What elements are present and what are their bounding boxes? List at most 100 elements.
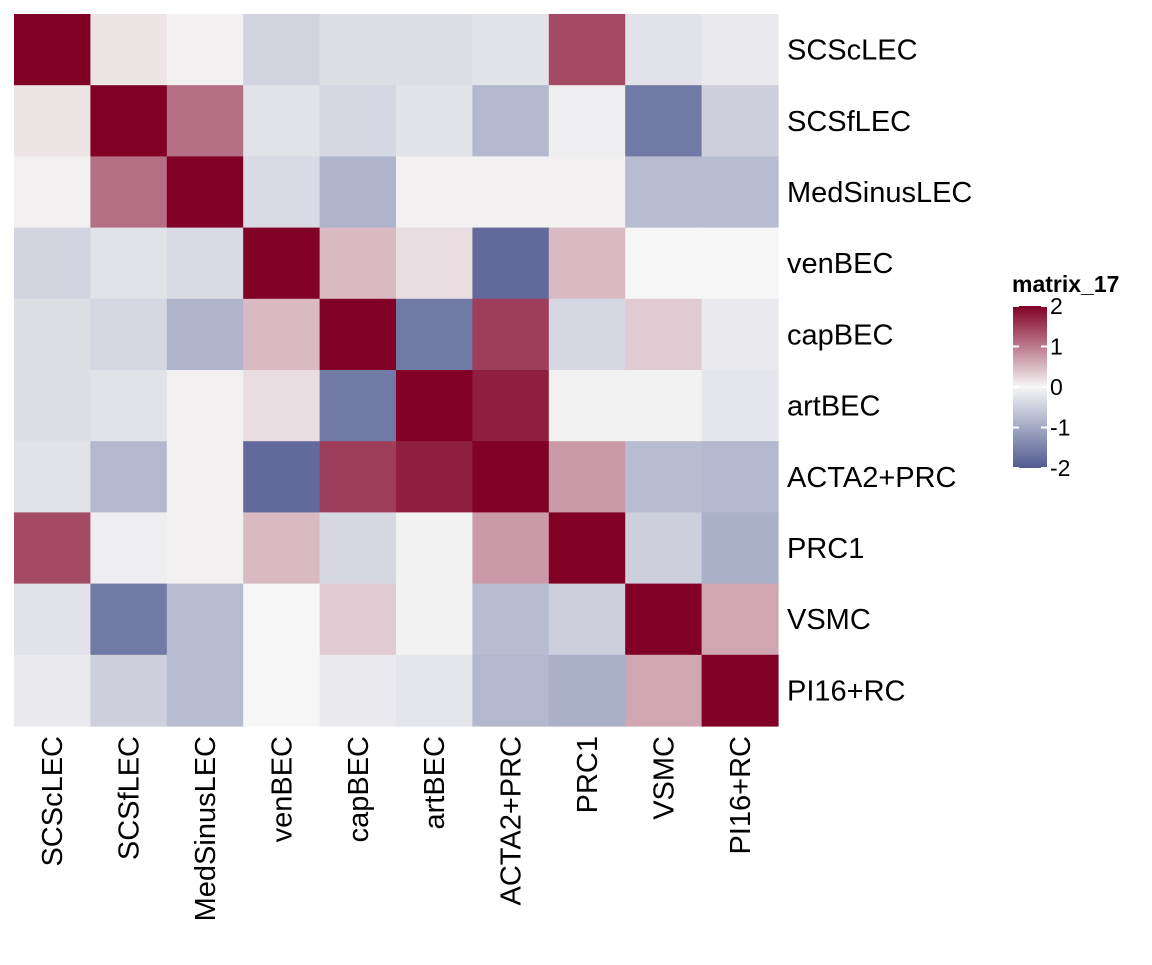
- heatmap-cell-capbec-medsinuslec: [166, 298, 244, 371]
- heatmap-cell-acta2-prc-capbec: [319, 441, 397, 513]
- legend-tick-label: -2: [1050, 455, 1070, 481]
- column-label-capbec: capBEC: [343, 736, 375, 842]
- heatmap-cell-venbec-acta2-prc: [472, 227, 550, 300]
- row-label-acta2-prc: ACTA2+PRC: [787, 462, 956, 494]
- heatmap-cell-venbec-artbec: [396, 227, 473, 300]
- row-label-prc1: PRC1: [787, 533, 864, 565]
- heatmap-cell-scsflec-scsclec: [14, 85, 91, 157]
- heatmap-cell-scsflec-vsmc: [625, 85, 703, 157]
- column-label-prc1: PRC1: [572, 736, 604, 813]
- heatmap-cell-prc1-vsmc: [625, 512, 703, 585]
- heatmap-cell-scsflec-medsinuslec: [166, 85, 244, 157]
- heatmap-cell-venbec-pi16-rc: [701, 227, 779, 300]
- heatmap-cell-prc1-scsflec: [90, 512, 168, 585]
- heatmap-cell-vsmc-vsmc: [625, 583, 703, 656]
- heatmap-cell-vsmc-artbec: [396, 583, 473, 656]
- heatmap-cell-pi16-rc-pi16-rc: [701, 654, 779, 727]
- heatmap-cell-medsinuslec-prc1: [548, 156, 626, 229]
- heatmap-cell-capbec-venbec: [243, 298, 321, 371]
- heatmap-cell-scsclec-vsmc: [625, 14, 703, 86]
- heatmap-cell-venbec-prc1: [548, 227, 626, 300]
- legend-tick-label: 2: [1050, 293, 1063, 319]
- heatmap-cell-capbec-artbec: [396, 298, 473, 371]
- heatmap-cell-acta2-prc-artbec: [396, 441, 473, 513]
- heatmap-cell-prc1-medsinuslec: [166, 512, 244, 585]
- column-label-pi16-rc: PI16+RC: [725, 736, 757, 854]
- row-label-capbec: capBEC: [787, 319, 893, 351]
- heatmap-cell-vsmc-acta2-prc: [472, 583, 550, 656]
- row-label-pi16-rc: PI16+RC: [787, 675, 905, 707]
- heatmap-cell-scsflec-capbec: [319, 85, 397, 157]
- color-legend: matrix_17 2 1 0 -1 -2: [1012, 271, 1119, 481]
- heatmap-cell-artbec-venbec: [243, 370, 321, 442]
- heatmap-cell-acta2-prc-vsmc: [625, 441, 703, 513]
- legend-tick-label: -1: [1050, 415, 1070, 441]
- heatmap-cell-artbec-scsclec: [14, 370, 91, 442]
- heatmap-cell-vsmc-venbec: [243, 583, 321, 656]
- heatmap-cell-medsinuslec-medsinuslec: [166, 156, 244, 229]
- row-label-medsinuslec: MedSinusLEC: [787, 177, 972, 209]
- heatmap-cell-scsclec-acta2-prc: [472, 14, 550, 86]
- heatmap-cell-capbec-scsclec: [14, 298, 91, 371]
- heatmap-cell-medsinuslec-venbec: [243, 156, 321, 229]
- column-label-vsmc: VSMC: [648, 736, 680, 820]
- heatmap-cell-vsmc-scsflec: [90, 583, 168, 656]
- heatmap-cell-prc1-pi16-rc: [701, 512, 779, 585]
- heatmap-cell-prc1-scsclec: [14, 512, 91, 585]
- heatmap-cell-medsinuslec-vsmc: [625, 156, 703, 229]
- heatmap-cell-pi16-rc-acta2-prc: [472, 654, 550, 727]
- heatmap-cell-acta2-prc-medsinuslec: [166, 441, 244, 513]
- column-label-scsflec: SCSfLEC: [114, 736, 146, 860]
- heatmap-cell-artbec-medsinuslec: [166, 370, 244, 442]
- heatmap-cell-medsinuslec-scsclec: [14, 156, 91, 229]
- heatmap-cells: [14, 14, 779, 727]
- heatmap-cell-venbec-vsmc: [625, 227, 703, 300]
- heatmap-cell-venbec-scsflec: [90, 227, 168, 300]
- heatmap-cell-scsflec-prc1: [548, 85, 626, 157]
- heatmap-cell-scsflec-acta2-prc: [472, 85, 550, 157]
- row-label-artbec: artBEC: [787, 391, 880, 423]
- heatmap-cell-artbec-artbec: [396, 370, 473, 442]
- row-label-vsmc: VSMC: [787, 604, 871, 636]
- heatmap-cell-vsmc-scsclec: [14, 583, 91, 656]
- heatmap-cell-artbec-prc1: [548, 370, 626, 442]
- heatmap-cell-prc1-capbec: [319, 512, 397, 585]
- heatmap-cell-scsclec-scsclec: [14, 14, 91, 86]
- heatmap-cell-prc1-prc1: [548, 512, 626, 585]
- heatmap-cell-pi16-rc-venbec: [243, 654, 321, 727]
- column-label-venbec: venBEC: [266, 736, 298, 842]
- heatmap-cell-pi16-rc-scsclec: [14, 654, 91, 727]
- heatmap-cell-medsinuslec-capbec: [319, 156, 397, 229]
- heatmap-cell-acta2-prc-acta2-prc: [472, 441, 550, 513]
- heatmap-cell-medsinuslec-artbec: [396, 156, 473, 229]
- heatmap-cell-capbec-capbec: [319, 298, 397, 371]
- column-label-medsinuslec: MedSinusLEC: [190, 736, 222, 921]
- column-label-artbec: artBEC: [419, 736, 451, 829]
- heatmap-cell-scsclec-venbec: [243, 14, 321, 86]
- heatmap-cell-acta2-prc-venbec: [243, 441, 321, 513]
- row-label-scsclec: SCScLEC: [787, 35, 918, 67]
- heatmap-cell-vsmc-medsinuslec: [166, 583, 244, 656]
- heatmap-cell-artbec-pi16-rc: [701, 370, 779, 442]
- heatmap-cell-medsinuslec-pi16-rc: [701, 156, 779, 229]
- heatmap-cell-acta2-prc-pi16-rc: [701, 441, 779, 513]
- heatmap-cell-medsinuslec-scsflec: [90, 156, 168, 229]
- heatmap-cell-venbec-capbec: [319, 227, 397, 300]
- column-label-acta2-prc: ACTA2+PRC: [496, 736, 528, 905]
- heatmap-cell-pi16-rc-capbec: [319, 654, 397, 727]
- heatmap-cell-capbec-prc1: [548, 298, 626, 371]
- heatmap-cell-acta2-prc-prc1: [548, 441, 626, 513]
- legend-tick-label: 1: [1050, 334, 1063, 360]
- heatmap-cell-artbec-scsflec: [90, 370, 168, 442]
- heatmap-cell-pi16-rc-vsmc: [625, 654, 703, 727]
- heatmap-cell-scsclec-medsinuslec: [166, 14, 244, 86]
- legend-ticks: 2 1 0 -1 -2: [1013, 293, 1070, 481]
- heatmap-cell-venbec-medsinuslec: [166, 227, 244, 300]
- heatmap-cell-pi16-rc-medsinuslec: [166, 654, 244, 727]
- heatmap-cell-vsmc-prc1: [548, 583, 626, 656]
- heatmap-cell-capbec-pi16-rc: [701, 298, 779, 371]
- row-labels: SCScLEC SCSfLEC MedSinusLEC venBEC capBEC art…: [787, 35, 972, 708]
- heatmap-cell-venbec-scsclec: [14, 227, 91, 300]
